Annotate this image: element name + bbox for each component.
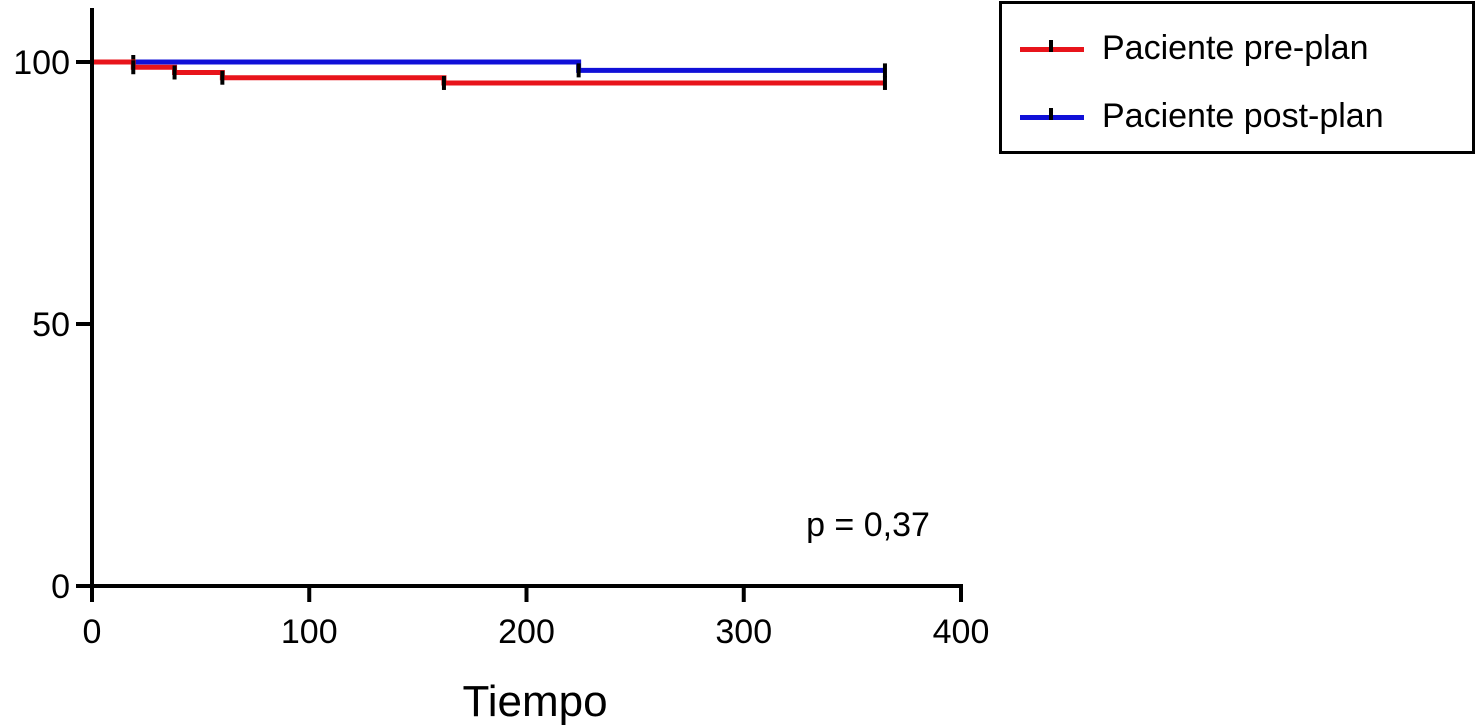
p-value-annotation: p = 0,37 (806, 506, 930, 544)
x-tick-label-1: 100 (281, 613, 338, 651)
x-axis-label: Tiempo (462, 677, 607, 726)
legend: Paciente pre-plan Paciente post-plan (999, 1, 1475, 154)
series-line-1 (92, 59, 885, 73)
series-layer (92, 55, 887, 90)
legend-label-pre-plan: Paciente pre-plan (1102, 29, 1369, 67)
legend-swatch-post-plan (1020, 108, 1084, 120)
x-tick-label-2: 200 (498, 613, 555, 651)
x-tick-label-3: 300 (715, 613, 772, 651)
legend-item-post-plan: Paciente post-plan (1002, 93, 1472, 143)
legend-item-pre-plan: Paciente pre-plan (1002, 25, 1472, 75)
y-tick-label-1: 50 (32, 306, 70, 344)
x-tick-label-0: 0 (83, 613, 102, 651)
x-tick-label-4: 400 (933, 613, 990, 651)
legend-swatch-pre-plan (1020, 40, 1084, 52)
axes-layer: 0 100 200 300 400 0 50 100 (13, 8, 989, 651)
y-tick-label-2: 100 (13, 44, 70, 82)
legend-label-post-plan: Paciente post-plan (1102, 97, 1384, 135)
y-tick-label-0: 0 (51, 568, 70, 606)
